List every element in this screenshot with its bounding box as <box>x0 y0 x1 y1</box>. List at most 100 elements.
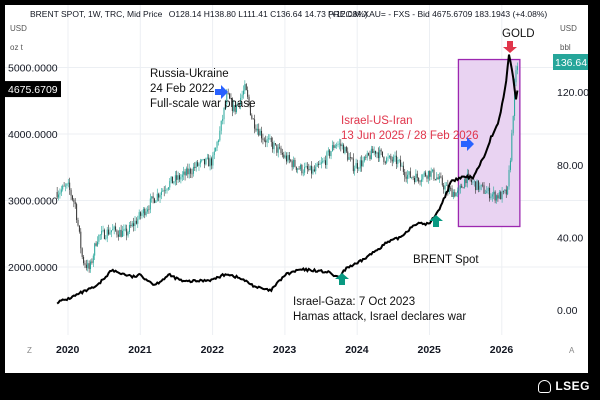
x-axis-tick-2020: 2020 <box>56 344 80 356</box>
brent-candle-75 <box>160 191 162 195</box>
brent-candle-60 <box>140 212 142 216</box>
brent-candle-100 <box>195 162 197 168</box>
brent-candle-97 <box>191 173 193 175</box>
brent-candle-192 <box>323 160 325 162</box>
brent-candle-231 <box>377 152 379 159</box>
brent-candle-182 <box>309 165 311 170</box>
brent-candle-147 <box>261 130 263 139</box>
brent-candle-109 <box>208 157 210 167</box>
brent-candle-268 <box>429 170 431 177</box>
brent-candle-101 <box>197 162 199 166</box>
brent-candle-144 <box>256 128 258 131</box>
brent-candle-186 <box>315 166 317 172</box>
left-axis-tick-2: 4000.0000 <box>8 129 58 141</box>
brent-candle-159 <box>277 147 279 153</box>
brent-candle-193 <box>324 160 326 165</box>
brent-candle-44 <box>117 234 119 237</box>
brent-candle-127 <box>233 105 235 112</box>
brent-candle-32 <box>101 230 103 235</box>
brent-candle-135 <box>244 84 246 91</box>
brent-candle-304 <box>479 185 481 190</box>
brent-candle-123 <box>227 93 229 94</box>
brent-candle-226 <box>370 148 372 160</box>
brent-candle-23 <box>88 263 90 270</box>
brent-candle-71 <box>155 200 157 203</box>
brent-candle-172 <box>295 166 297 170</box>
brent-candle-29 <box>96 241 98 246</box>
brent-price-tag-text: 136.64 <box>555 57 587 69</box>
brent-header: BRENT SPOT, 1W, TRC, Mid Price O128.14 H… <box>30 9 368 19</box>
brent-candle-267 <box>427 170 429 179</box>
brent-candle-294 <box>465 179 467 184</box>
brent-candle-27 <box>94 243 96 256</box>
left-axis-tick-3: 5000.0000 <box>8 63 58 75</box>
brent-candle-22 <box>87 263 89 268</box>
brent-candle-183 <box>311 165 313 174</box>
brent-candle-245 <box>397 159 399 164</box>
brent-candle-271 <box>433 169 435 180</box>
brent-candle-247 <box>400 159 402 167</box>
brent-candle-227 <box>372 148 374 154</box>
brent-candle-314 <box>493 191 495 195</box>
brent-candle-307 <box>483 185 485 194</box>
brent-candle-195 <box>327 150 329 153</box>
brent-candle-198 <box>331 145 333 152</box>
brent-candle-323 <box>505 189 507 195</box>
x-axis-tick-2022: 2022 <box>201 344 225 356</box>
brent-candle-67 <box>149 198 151 210</box>
annotation-russia-desc: Full-scale war phase <box>150 98 255 110</box>
brent-candle-214 <box>354 168 356 172</box>
brent-candle-150 <box>265 140 267 143</box>
brent-candle-138 <box>248 96 250 105</box>
brent-candle-254 <box>409 171 411 178</box>
brent-candle-213 <box>352 158 354 172</box>
brent-candle-299 <box>472 181 474 183</box>
brent-candle-58 <box>137 218 139 224</box>
brent-candle-168 <box>290 159 292 162</box>
brent-candle-56 <box>134 220 136 227</box>
brent-candle-284 <box>451 188 453 197</box>
brent-candle-82 <box>170 176 172 182</box>
brent-candle-235 <box>383 156 385 162</box>
brent-candle-102 <box>198 163 200 166</box>
brent-candle-204 <box>340 143 342 147</box>
brent-candle-258 <box>415 173 417 183</box>
brent-candle-16 <box>78 225 80 232</box>
brent-candle-152 <box>267 138 269 140</box>
brent-candle-317 <box>497 195 499 199</box>
brent-candle-167 <box>288 155 290 160</box>
brent-candle-316 <box>496 195 498 201</box>
brent-candle-320 <box>501 190 503 200</box>
brent-candle-76 <box>162 190 164 192</box>
brent-candle-228 <box>373 150 375 154</box>
brent-candle-189 <box>319 163 321 165</box>
brent-candle-28 <box>95 243 97 246</box>
brent-candle-233 <box>380 149 382 152</box>
brent-candle-261 <box>419 181 421 183</box>
brent-candle-133 <box>241 94 243 98</box>
brent-candle-51 <box>127 232 129 236</box>
brent-candle-225 <box>369 155 371 160</box>
brent-candle-106 <box>204 158 206 165</box>
brent-candle-5 <box>63 185 65 187</box>
brent-candle-34 <box>103 229 105 239</box>
brent-candle-17 <box>80 231 82 249</box>
brent-candle-264 <box>423 172 425 175</box>
brent-candle-52 <box>128 225 130 233</box>
brent-candle-298 <box>470 179 472 183</box>
brent-candle-215 <box>355 163 357 169</box>
brent-ohlc-readout: O128.14 H138.80 L111.41 C136.64 14.73 (+… <box>168 9 368 19</box>
brent-candle-65 <box>147 209 149 212</box>
brent-candle-140 <box>251 115 253 119</box>
brent-candle-6 <box>64 185 66 187</box>
brent-candle-145 <box>258 128 260 136</box>
brent-candle-64 <box>145 211 147 216</box>
brent-candle-288 <box>457 190 459 193</box>
brent-candle-202 <box>337 144 339 146</box>
brent-candle-296 <box>468 173 470 175</box>
brent-candle-201 <box>336 145 338 146</box>
annotation-gold-label: GOLD <box>502 28 535 40</box>
brent-candle-165 <box>286 155 288 162</box>
brent-candle-277 <box>441 177 443 186</box>
brent-candle-259 <box>416 173 418 178</box>
